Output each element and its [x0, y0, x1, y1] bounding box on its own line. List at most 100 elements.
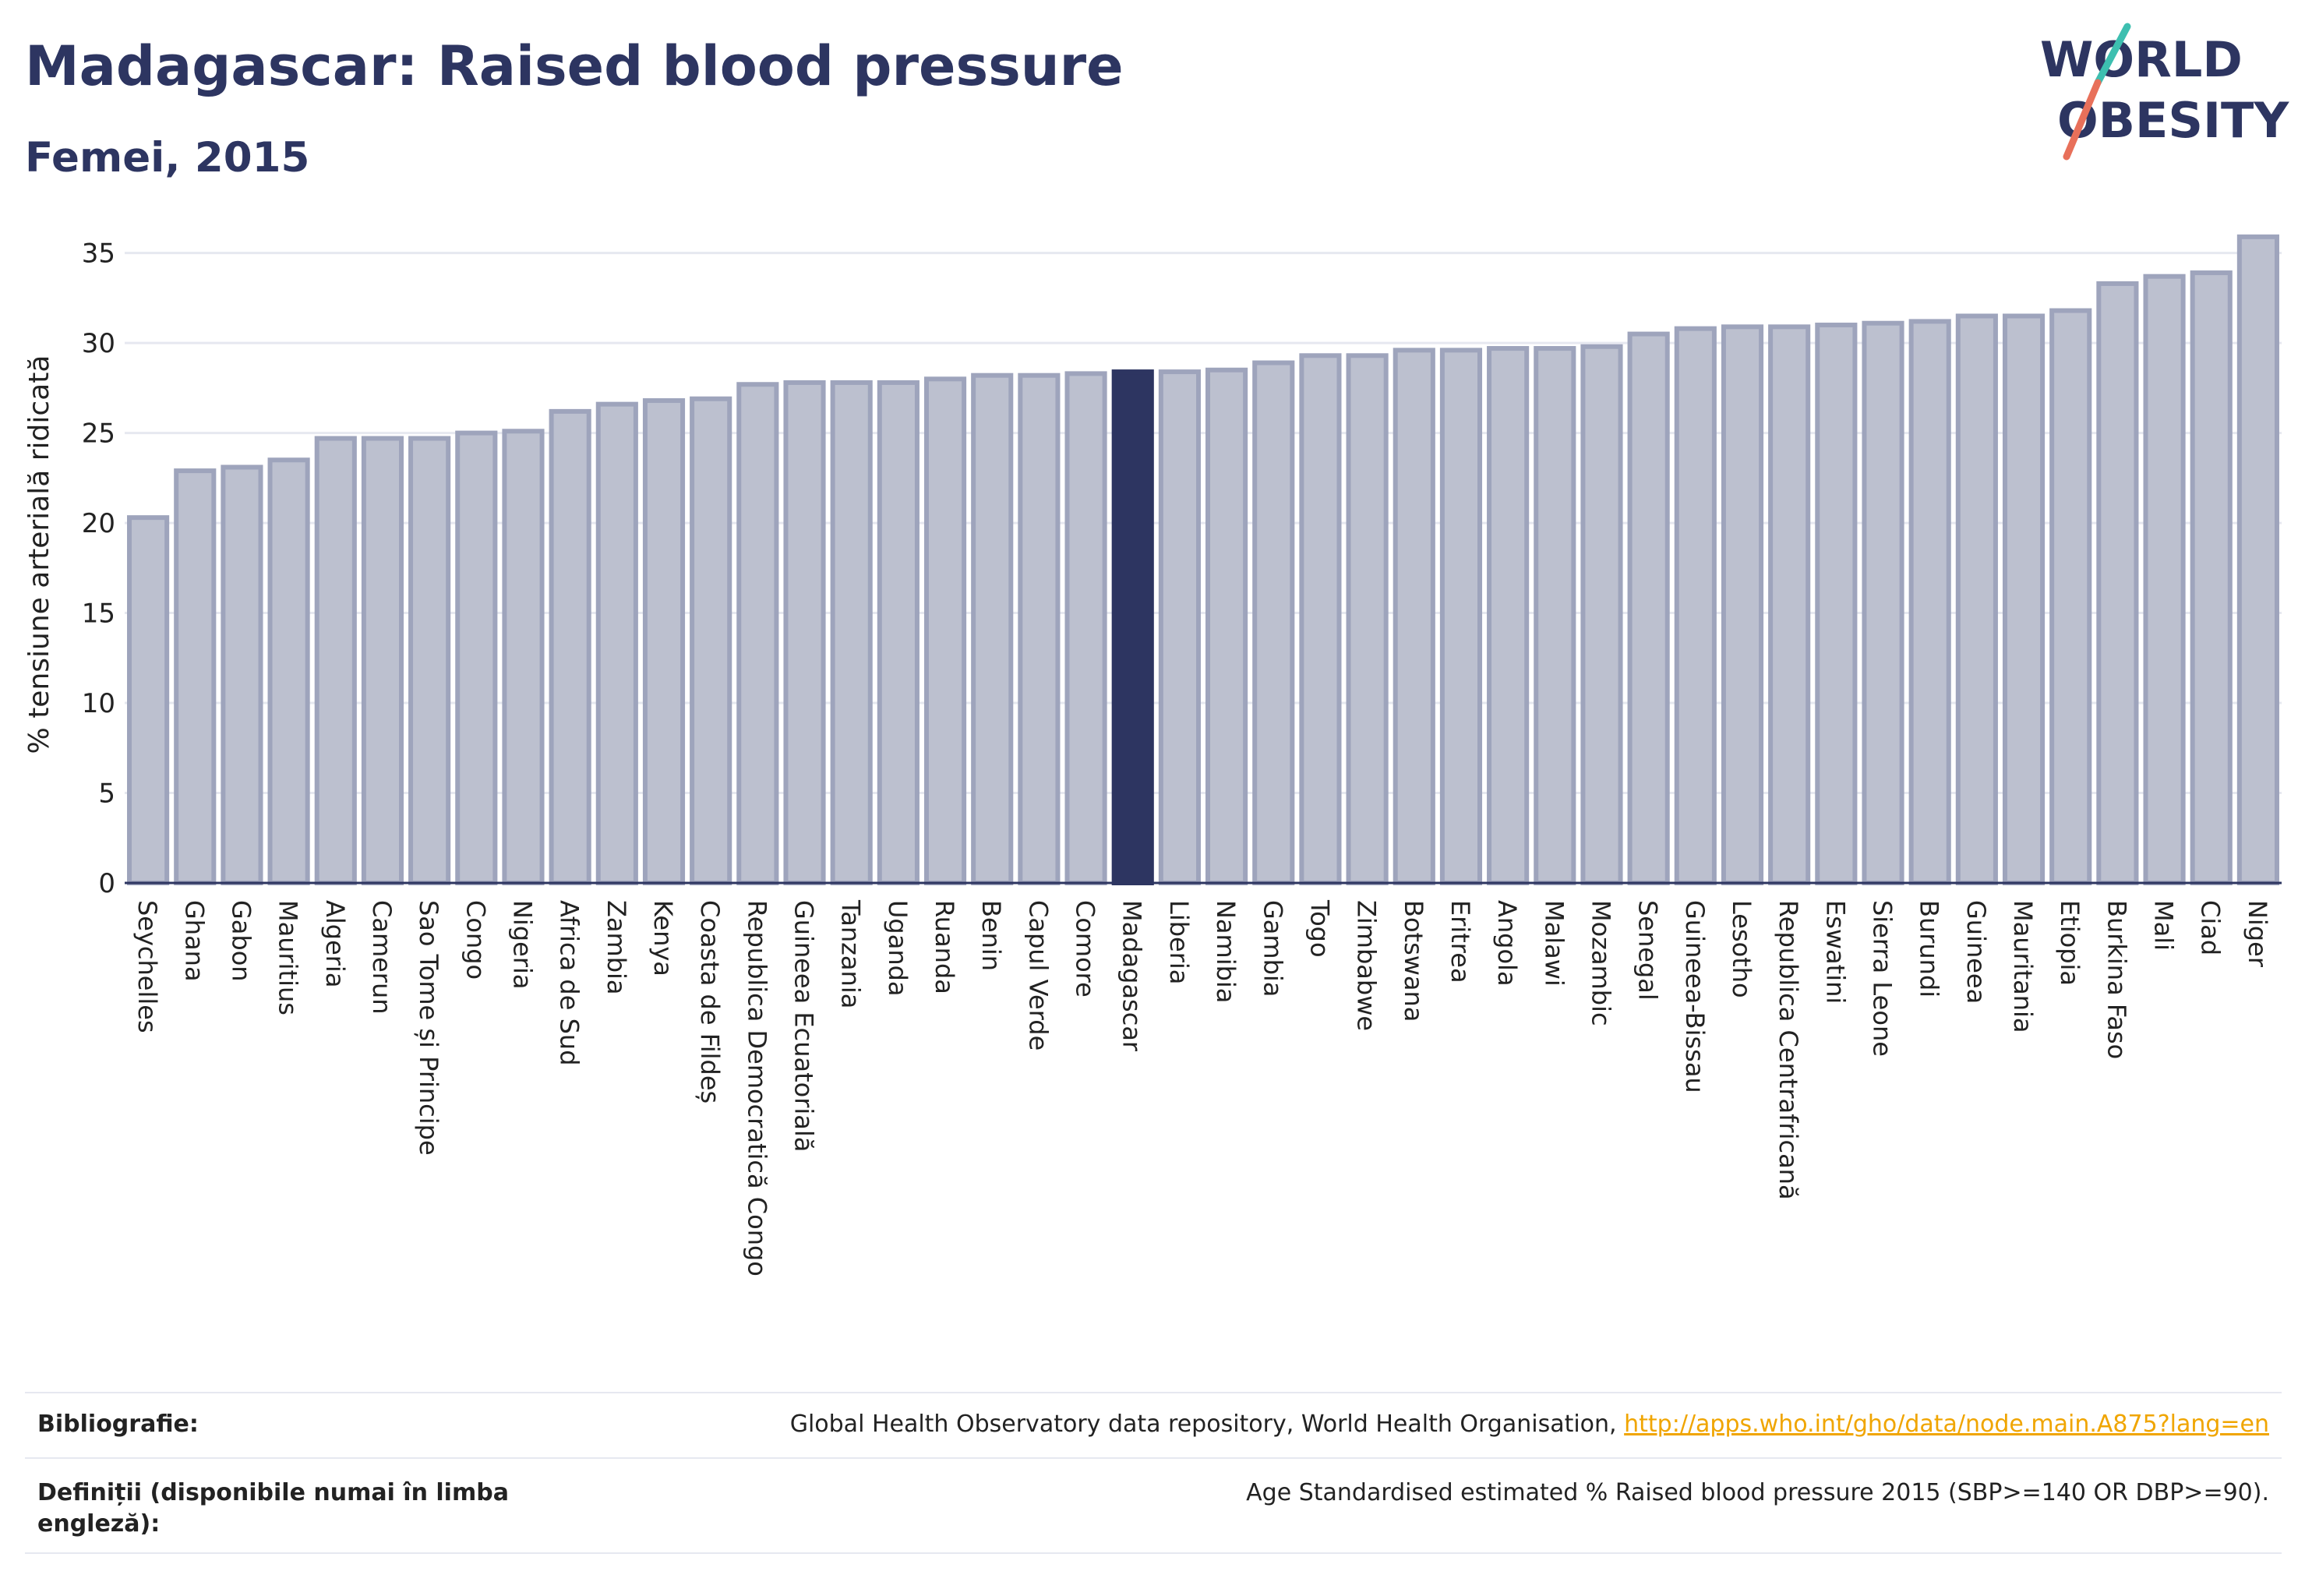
bar-highlighted [1111, 369, 1154, 885]
chart-title: Madagascar: Raised blood pressure [25, 34, 1124, 98]
bibliography-link[interactable]: http://apps.who.int/gho/data/node.main.A… [1624, 1411, 2269, 1438]
x-tick-label: Mauritania [2008, 900, 2038, 1033]
bar [1205, 367, 1248, 885]
definitions-label: Definiții (disponibile numai în limba eng… [37, 1478, 509, 1540]
bar [1346, 353, 1389, 885]
x-tick-label: Zambia [602, 900, 631, 995]
bar [1252, 360, 1295, 886]
x-tick-label: Ruanda [930, 900, 959, 994]
bar [1862, 320, 1904, 885]
bar [408, 436, 451, 885]
x-tick-label: Mauritius [274, 900, 303, 1015]
y-tick-labels: 0 5 10 15 20 25 30 35 [82, 238, 115, 899]
bar [1627, 331, 1670, 886]
bar-chart: 0 5 10 15 20 25 30 35 Seychelles Ghana Gabon Mauri… [23, 234, 2282, 1276]
x-tick-label: Algeria [320, 900, 350, 987]
logo-line-1: WORLD [2040, 31, 2243, 88]
x-tick-label: Capul Verde [1023, 900, 1053, 1050]
x-tick-label: Sierra Leone [1868, 900, 1897, 1057]
x-tick-label: Botswana [1399, 900, 1428, 1022]
y-axis-label: % tensiune arterială ridicată [23, 355, 55, 754]
x-tick-label: Seychelles [132, 900, 162, 1033]
bar [1393, 348, 1435, 885]
x-tick-label: Mali [2149, 900, 2179, 951]
footer-divider-bottom [25, 1552, 2282, 1554]
bar [127, 515, 170, 886]
bar [267, 457, 310, 885]
bar [1439, 348, 1483, 885]
x-tick-label: Mozambic [1586, 900, 1615, 1026]
x-tick-label: Eswatini [1820, 900, 1850, 1004]
bar [455, 430, 498, 885]
footer-divider-top [25, 1392, 2282, 1393]
logo-line-2: OBESITY [2057, 92, 2289, 149]
bar [1580, 344, 1623, 885]
bar [2190, 270, 2233, 885]
x-tick-label: Togo [1304, 899, 1334, 958]
bar [1908, 319, 1951, 886]
bibliography-label: Bibliografie: [37, 1411, 199, 1438]
chart-subtitle: Femei, 2015 [25, 134, 310, 182]
bar [971, 373, 1014, 886]
definitions-value: Age Standardised estimated % Raised bloo… [1246, 1479, 2269, 1506]
x-tick-label: Madagascar [1117, 900, 1147, 1052]
x-tick-label: Gabon [226, 900, 256, 982]
x-tick-label: Etiopia [2055, 900, 2084, 986]
x-tick-label: Burundi [1915, 900, 1944, 998]
bar [2096, 281, 2139, 885]
bar [1674, 326, 1717, 886]
bar [1815, 323, 1858, 885]
y-tick-label: 30 [82, 328, 115, 359]
x-tick-label: Tanzania [836, 899, 866, 1008]
x-tick-label: Ghana [179, 900, 209, 982]
x-tick-label: Zimbabwe [1352, 900, 1382, 1031]
bar [783, 380, 826, 885]
x-tick-label: Eritrea [1445, 900, 1475, 983]
x-tick-label: Ciad [2196, 900, 2226, 955]
bars [127, 234, 2279, 886]
bar [2143, 274, 2186, 885]
x-tick-label: Uganda [883, 900, 912, 997]
definitions-label-line-1: Definiții (disponibile numai în limba [37, 1479, 509, 1506]
x-tick-label: Namibia [1211, 900, 1241, 1003]
bar [1955, 313, 1998, 886]
bibliography-value: Global Health Observatory data repositor… [790, 1411, 2269, 1438]
bar [502, 429, 545, 885]
world-obesity-logo: WORLD OBESITY [2040, 23, 2289, 161]
x-tick-label: Republica Democratică Congo [742, 900, 771, 1276]
x-tick-label: Comore [1071, 900, 1100, 998]
x-tick-labels: Seychelles Ghana Gabon Mauritius Algeria Came… [132, 899, 2272, 1276]
bar [1768, 324, 1811, 885]
bar [1721, 324, 1764, 885]
x-tick-label: Coasta de Fildeș [695, 900, 725, 1103]
bar [174, 468, 217, 885]
x-tick-label: Senegal [1633, 900, 1663, 1001]
y-tick-label: 25 [82, 418, 115, 450]
footer-bibliography-row: Bibliografie: Global Health Observatory … [25, 1411, 2282, 1457]
bar [1064, 371, 1107, 885]
x-tick-label: Republica Centrafricană [1774, 900, 1803, 1200]
bar [595, 401, 638, 885]
bar [642, 398, 686, 885]
bar [2002, 313, 2046, 886]
bar [314, 436, 357, 885]
footer-definitions-row: Definiții (disponibile numai în limba eng… [25, 1478, 2282, 1548]
definitions-label-line-2: engleză): [37, 1510, 161, 1538]
bar [1018, 373, 1061, 886]
x-tick-label: Guineea Ecuatorială [789, 900, 819, 1152]
bar [690, 396, 732, 886]
x-tick-label: Malawi [1539, 900, 1569, 987]
x-tick-label: Guineea [1961, 900, 1991, 1004]
x-tick-label: Lesotho [1727, 900, 1756, 998]
y-tick-label: 10 [82, 688, 115, 719]
bar [2236, 234, 2279, 885]
x-tick-label: Angola [1492, 900, 1522, 987]
y-tick-label: 5 [98, 779, 115, 810]
x-tick-label: Benin [976, 900, 1006, 971]
x-tick-label: Guineea-Bissau [1680, 900, 1710, 1093]
bibliography-text: Global Health Observatory data repositor… [789, 1411, 1617, 1438]
bar [1299, 353, 1342, 885]
bar [923, 376, 967, 885]
x-tick-label: Sao Tome și Principe [414, 900, 443, 1156]
x-tick-label: Burkina Faso [2102, 900, 2131, 1059]
